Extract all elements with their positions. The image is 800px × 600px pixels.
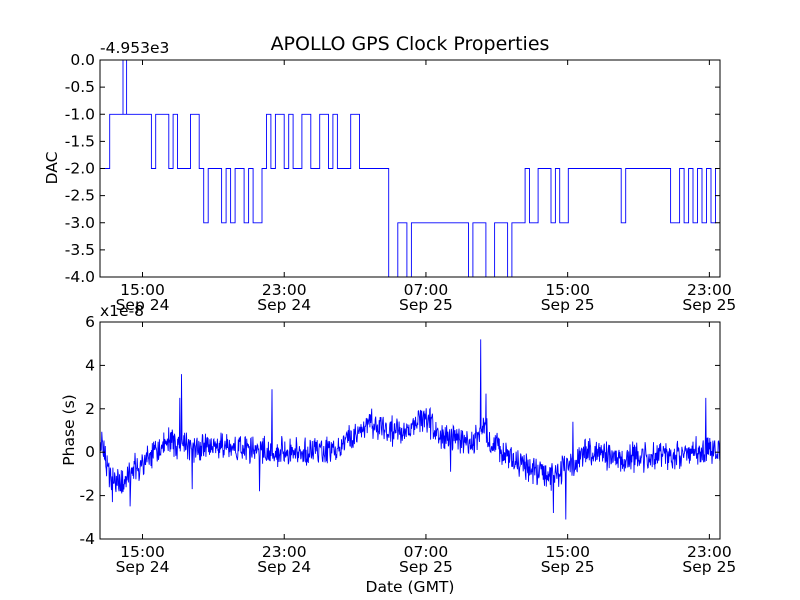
bottom-xtick-time: 15:00 bbox=[120, 543, 165, 561]
bottom-x-axis-label: Date (GMT) bbox=[366, 578, 455, 596]
bottom-xtick-time: 23:00 bbox=[687, 543, 732, 561]
bottom-ytick-label: 0 bbox=[85, 443, 95, 461]
bottom-plot-frame bbox=[99, 321, 721, 540]
top-xtick-time: 15:00 bbox=[120, 281, 165, 299]
top-offset-text: -4.953e3 bbox=[100, 39, 169, 57]
top-xtick-time: 07:00 bbox=[404, 281, 449, 299]
top-xtick-date: Sep 25 bbox=[682, 296, 736, 314]
bottom-y-axis-label: Phase (s) bbox=[60, 394, 78, 465]
bottom-xtick-date: Sep 24 bbox=[116, 558, 170, 576]
bottom-ytick-label: -4 bbox=[80, 530, 95, 548]
bottom-xtick-date: Sep 25 bbox=[399, 558, 453, 576]
top-xtick-time: 23:00 bbox=[687, 281, 732, 299]
bottom-ytick-label: 6 bbox=[85, 313, 95, 331]
bottom-xtick-time: 07:00 bbox=[404, 543, 449, 561]
top-y-axis-label: DAC bbox=[43, 152, 61, 185]
top-axes: 0.0 -0.5 -1.0 -1.5 -2.0 -2.5 -3.0 -3.5 -4.0 15:00… bbox=[43, 39, 736, 314]
top-ytick-label: -1.0 bbox=[65, 105, 95, 123]
bottom-xtick-date: Sep 24 bbox=[257, 558, 311, 576]
top-xtick-date: Sep 25 bbox=[541, 296, 595, 314]
top-ytick-label: -3.5 bbox=[65, 241, 95, 259]
bottom-xtick-time: 23:00 bbox=[262, 543, 307, 561]
top-ytick-label: -1.5 bbox=[65, 132, 95, 150]
bottom-ytick-label: 2 bbox=[85, 400, 95, 418]
top-xtick-date: Sep 24 bbox=[116, 296, 170, 314]
bottom-xtick-time: 15:00 bbox=[545, 543, 590, 561]
dac-series-line bbox=[100, 60, 720, 278]
bottom-offset-text: x1e-8 bbox=[100, 302, 144, 320]
top-ytick-label: -4.0 bbox=[65, 268, 95, 286]
top-xtick-date: Sep 25 bbox=[399, 296, 453, 314]
top-ticks: 0.0 -0.5 -1.0 -1.5 -2.0 -2.5 -3.0 -3.5 -4.0 15:00… bbox=[65, 51, 737, 314]
top-ytick-label: -2.0 bbox=[65, 160, 95, 178]
chart-title: APOLLO GPS Clock Properties bbox=[271, 33, 550, 55]
top-ytick-label: -3.0 bbox=[65, 214, 95, 232]
top-ytick-label: 0.0 bbox=[70, 51, 95, 69]
bottom-xtick-date: Sep 25 bbox=[682, 558, 736, 576]
top-ytick-label: -2.5 bbox=[65, 187, 95, 205]
top-ytick-label: -0.5 bbox=[65, 78, 95, 96]
top-xtick-date: Sep 24 bbox=[257, 296, 311, 314]
bottom-plot-area bbox=[100, 322, 720, 539]
phase-series-line bbox=[99, 339, 721, 520]
bottom-ytick-label: 4 bbox=[85, 356, 95, 374]
top-xtick-time: 15:00 bbox=[545, 281, 590, 299]
bottom-ytick-label: -2 bbox=[80, 487, 95, 505]
bottom-xtick-date: Sep 25 bbox=[541, 558, 595, 576]
top-xtick-time: 23:00 bbox=[262, 281, 307, 299]
